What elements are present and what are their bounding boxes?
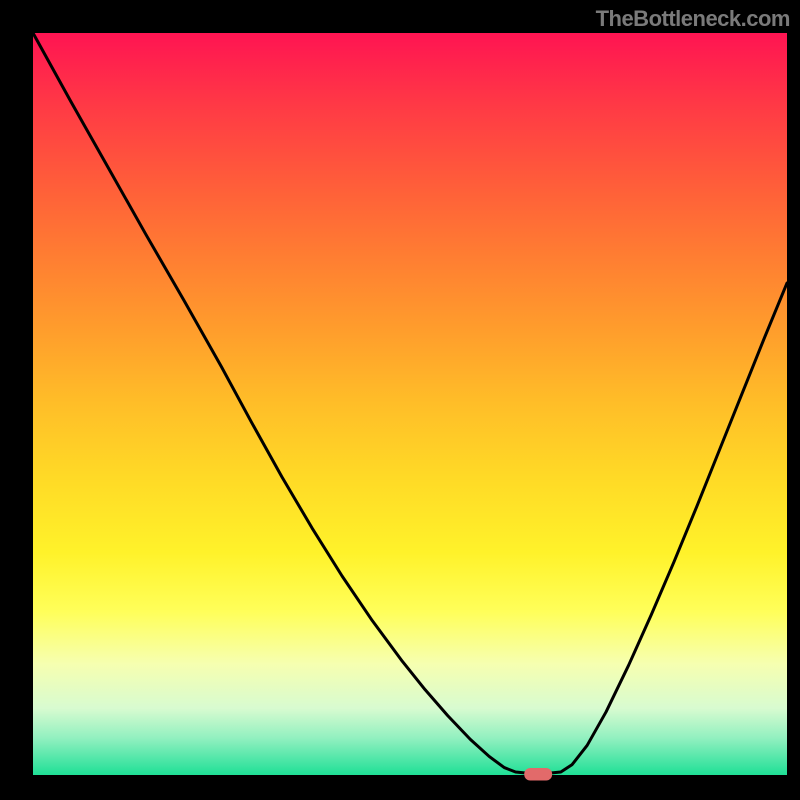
plot-background: [33, 33, 787, 775]
bottleneck-plot: [0, 0, 800, 800]
chart-container: TheBottleneck.com: [0, 0, 800, 800]
watermark-text: TheBottleneck.com: [596, 6, 790, 32]
optimum-marker: [524, 768, 552, 781]
